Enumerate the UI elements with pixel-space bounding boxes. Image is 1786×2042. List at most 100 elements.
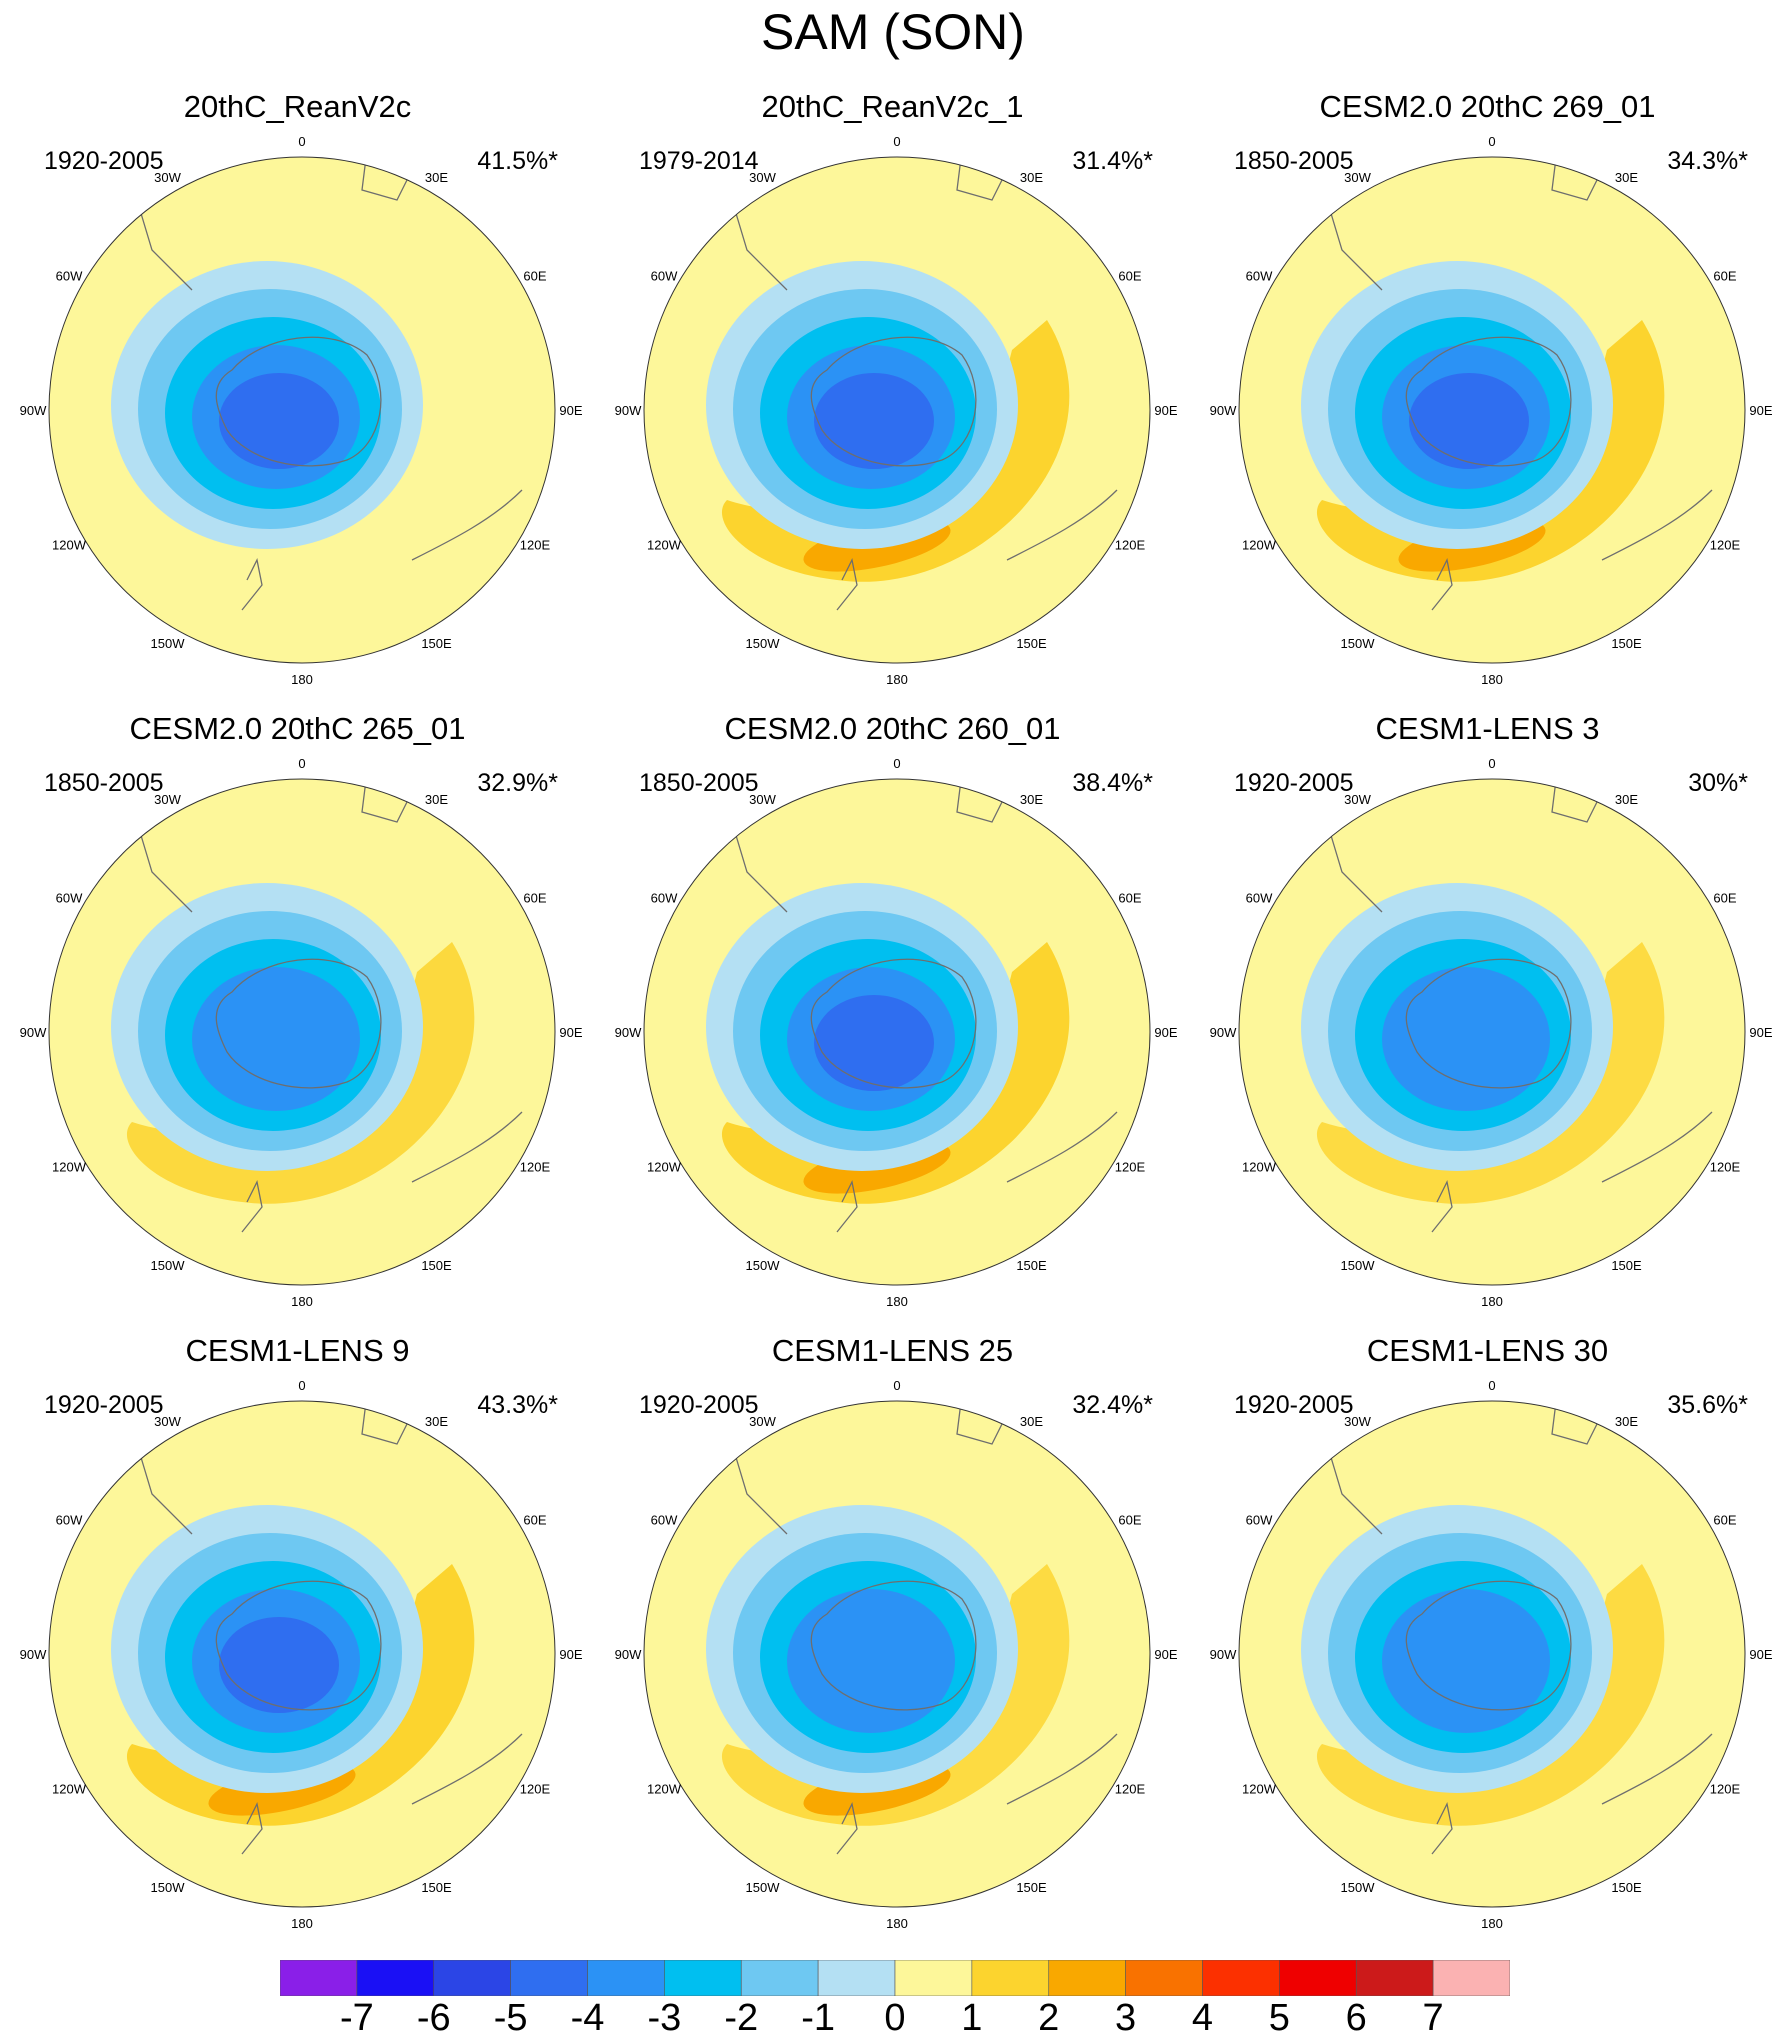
longitude-label: 120E: [520, 538, 551, 553]
longitude-label: 150E: [1016, 636, 1047, 651]
longitude-label: 60W: [1246, 891, 1273, 906]
longitude-label: 0: [298, 756, 305, 771]
longitude-label: 120E: [1710, 1782, 1741, 1797]
africa-coastline: [361, 1401, 413, 1445]
longitude-label: 30W: [749, 792, 776, 807]
explained-variance: 32.4%*: [1072, 1391, 1153, 1419]
colorbar-swatch: [1048, 1960, 1126, 1996]
explained-variance: 35.6%*: [1667, 1391, 1748, 1419]
contour-field: [1239, 779, 1745, 1285]
longitude-label: 150W: [746, 1880, 781, 1895]
longitude-label: 0: [298, 134, 305, 149]
longitude-label: 120E: [1115, 1160, 1146, 1175]
longitude-label: 30E: [1020, 1414, 1043, 1429]
longitude-label: 90W: [615, 403, 642, 418]
longitude-label: 120E: [520, 1160, 551, 1175]
longitude-label: 120W: [1242, 1160, 1277, 1175]
longitude-label: 150E: [1611, 1880, 1642, 1895]
polar-map: 0 30E 60E 90E 120E 150E 180 150W 120W 90W 60W 30W: [20, 756, 583, 1309]
longitude-label: 150E: [1016, 1880, 1047, 1895]
longitude-label: 30E: [425, 170, 448, 185]
new-zealand-coastline: [241, 1802, 263, 1855]
negative-contour-ring: [1382, 967, 1550, 1111]
longitude-label: 30W: [154, 170, 181, 185]
colorbar-swatch: [894, 1960, 973, 1996]
longitude-label: 90W: [615, 1647, 642, 1662]
longitude-label: 0: [893, 1378, 900, 1393]
longitude-label: 180: [886, 1294, 908, 1309]
new-zealand-coastline: [1431, 558, 1453, 611]
map-panel: CESM2.0 20thC 260_01 1850-2005 38.4%* 0 30E 6…: [595, 702, 1190, 1322]
longitude-label: 150W: [1341, 1258, 1376, 1273]
longitude-label: 120E: [1710, 1160, 1741, 1175]
panel-period: 1920-2005: [44, 1391, 164, 1419]
longitude-label: 60E: [1118, 1513, 1141, 1528]
explained-variance: 32.9%*: [477, 769, 558, 797]
longitude-label: 30E: [1020, 792, 1043, 807]
longitude-label: 180: [291, 1294, 313, 1309]
map-boundary: [48, 1400, 556, 1908]
panel-period: 1850-2005: [639, 769, 759, 797]
longitude-label: 150W: [151, 1258, 186, 1273]
longitude-label: 120W: [1242, 538, 1277, 553]
colorbar-tick-label: -6: [416, 1997, 451, 2039]
longitude-label: 120W: [52, 1782, 87, 1797]
colorbar-swatch: [1202, 1960, 1280, 1996]
australia-coastline: [411, 1733, 523, 1805]
panel-title: CESM2.0 20thC 260_01: [724, 711, 1061, 746]
longitude-label: 150E: [421, 1880, 452, 1895]
colorbar-tick-label: 0: [884, 1997, 906, 2039]
longitude-label: 0: [893, 134, 900, 149]
colorbar-tick-label: -4: [570, 1997, 605, 2039]
longitude-label: 60E: [1713, 1513, 1736, 1528]
explained-variance: 43.3%*: [477, 1391, 558, 1419]
longitude-label: 60W: [1246, 269, 1273, 284]
longitude-label: 120W: [52, 538, 87, 553]
antarctica-coastline: [810, 1580, 977, 1711]
panel-period: 1920-2005: [1234, 769, 1354, 797]
colorbar-swatch: [1279, 1960, 1357, 1996]
polar-map: 0 30E 60E 90E 120E 150E 180 150W 120W 90W 60W 30W: [1210, 134, 1773, 687]
map-boundary: [48, 778, 556, 1286]
colorbar-swatch: [356, 1960, 435, 1996]
longitude-label: 90E: [559, 1025, 582, 1040]
colorbar-tick-label: -2: [724, 1997, 759, 2039]
contour-field: [644, 1401, 1150, 1907]
panel-title: CESM1-LENS 30: [1366, 1333, 1609, 1368]
longitude-label: 60E: [1118, 269, 1141, 284]
longitude-label: 30E: [1615, 170, 1638, 185]
negative-contour-ring: [219, 373, 339, 469]
colorbar-swatch: [280, 1960, 358, 1996]
panel-title: CESM2.0 20thC 265_01: [129, 711, 466, 746]
map-boundary: [643, 1400, 1151, 1908]
contour-field: [49, 779, 555, 1285]
antarctica-coastline: [810, 958, 977, 1089]
longitude-label: 90E: [1749, 1025, 1772, 1040]
colorbar-swatch: [510, 1960, 588, 1996]
polar-map: 0 30E 60E 90E 120E 150E 180 150W 120W 90W 60W 30W: [615, 1378, 1178, 1931]
panel-title: CESM1-LENS 9: [185, 1333, 410, 1368]
polar-map: 0 30E 60E 90E 120E 150E 180 150W 120W 90W 60W 30W: [1210, 756, 1773, 1309]
negative-contour-ring: [1409, 373, 1529, 469]
longitude-label: 60E: [1713, 269, 1736, 284]
longitude-label: 150E: [1611, 1258, 1642, 1273]
colorbar-tick-label: 2: [1038, 1997, 1060, 2039]
negative-contour-ring: [192, 967, 360, 1111]
africa-coastline: [956, 1401, 1008, 1445]
australia-coastline: [1601, 1111, 1713, 1183]
longitude-label: 30E: [1615, 1414, 1638, 1429]
panel-period: 1850-2005: [1234, 147, 1354, 175]
colorbar: [280, 1960, 1510, 1996]
antarctica-coastline: [215, 1580, 382, 1711]
colorbar-tick-label: -3: [647, 1997, 682, 2039]
longitude-label: 0: [298, 1378, 305, 1393]
colorbar-swatch: [817, 1960, 896, 1996]
longitude-label: 30W: [749, 170, 776, 185]
panel-title: 20thC_ReanV2c_1: [761, 89, 1024, 124]
map-panel: CESM1-LENS 30 1920-2005 35.6%* 0 30E 60E 90E 12…: [1190, 1324, 1785, 1944]
longitude-label: 180: [1481, 1916, 1503, 1931]
africa-coastline: [1551, 157, 1603, 201]
panel-title: CESM1-LENS 3: [1375, 711, 1600, 746]
panel-title: 20thC_ReanV2c: [183, 89, 412, 124]
longitude-label: 0: [1488, 1378, 1495, 1393]
